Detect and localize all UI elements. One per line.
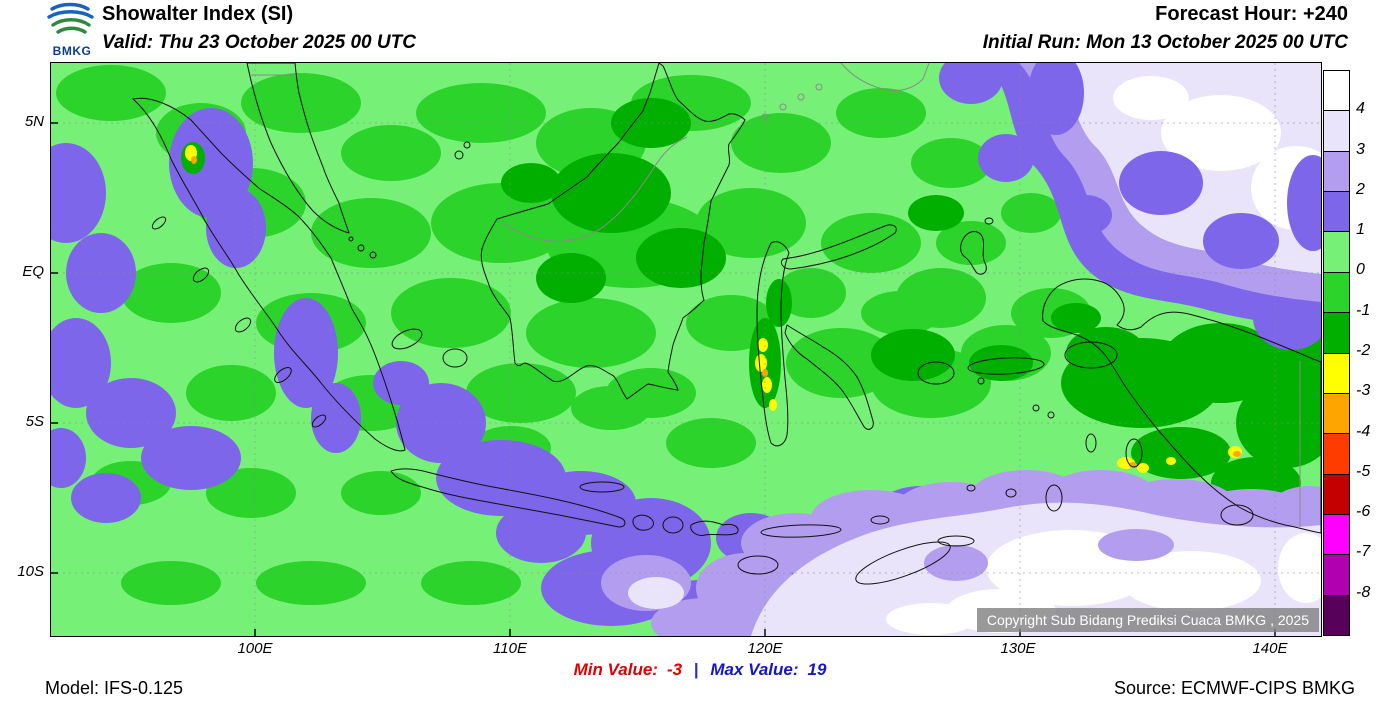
colorbar-segment	[1324, 392, 1349, 434]
colorbar-segment	[1324, 110, 1349, 151]
colorbar-tick-label: -1	[1356, 301, 1371, 319]
lon-label-110e: 110E	[493, 640, 527, 657]
map-frame: Copyright Sub Bidang Prediksi Cuaca BMKG…	[50, 62, 1322, 637]
colorbar-labels: 4 3 2 1 0 -1 -2 -3 -4 -5 -6 -7 -8	[1356, 70, 1398, 634]
colorbar-tick-label: 0	[1356, 261, 1365, 279]
colorbar-tick-label: -6	[1356, 503, 1371, 521]
colorbar-segment	[1324, 433, 1349, 474]
bmkg-logo-icon	[47, 2, 94, 34]
max-value: Max Value: 19	[710, 660, 827, 679]
source-label: Source: ECMWF-CIPS BMKG	[1113, 678, 1355, 698]
lat-label-5n: 5N	[24, 113, 44, 130]
colorbar-tick-label: -4	[1356, 422, 1371, 440]
colorbar-segment	[1324, 71, 1349, 111]
bmkg-logo: BMKG	[44, 2, 100, 60]
colorbar-segment	[1324, 513, 1349, 555]
initial-run-label: Initial Run: Mon 13 October 2025 00 UTC	[982, 32, 1348, 53]
lon-label-130e: 130E	[1000, 640, 1036, 657]
min-value: Min Value: -3	[573, 660, 683, 679]
colorbar-segment	[1324, 312, 1349, 353]
colorbar-tick-label: -8	[1356, 583, 1371, 601]
coastlines	[132, 63, 1321, 585]
lat-label-eq: EQ	[22, 263, 44, 280]
valid-time-label: Valid: Thu 23 October 2025 00 UTC	[102, 32, 416, 53]
colorbar-tick-label: -2	[1356, 342, 1371, 359]
model-label: Model: IFS-0.125	[45, 678, 184, 698]
colorbar-segment	[1324, 150, 1349, 192]
si-shading-green	[56, 65, 1091, 605]
si-shading-pale-field-ne	[939, 63, 1321, 329]
lon-label-100e: 100E	[237, 640, 273, 657]
page-title: Showalter Index (SI)	[102, 3, 294, 25]
colorbar-segment	[1324, 191, 1349, 232]
colorbar-tick-label: -5	[1356, 462, 1371, 480]
colorbar-tick-label: -7	[1356, 543, 1371, 561]
bmkg-logo-label: BMKG	[52, 44, 92, 58]
colorbar-segment	[1324, 594, 1349, 636]
lon-label-140e: 140E	[1252, 640, 1288, 657]
colorbar-segment	[1324, 231, 1349, 272]
lat-label-10s: 10S	[17, 563, 44, 580]
map-gridlines	[51, 63, 1321, 636]
lon-label-120e: 120E	[747, 640, 783, 657]
copyright-overlay: Copyright Sub Bidang Prediksi Cuaca BMKG…	[976, 608, 1319, 632]
colorbar-segment	[1324, 352, 1349, 393]
colorbar-swatches	[1323, 70, 1350, 636]
minmax-line: Min Value: -3 | Max Value: 19	[0, 660, 1400, 680]
si-shading-dark-green	[501, 98, 1321, 509]
indonesia-si-map	[51, 63, 1321, 636]
colorbar-segment	[1324, 554, 1349, 595]
colorbar-segment	[1324, 473, 1349, 514]
colorbar-tick-label: -3	[1356, 382, 1371, 400]
minmax-separator: |	[693, 660, 699, 679]
colorbar-tick-label: 4	[1356, 100, 1365, 118]
colorbar-tick-label: 1	[1356, 221, 1365, 239]
colorbar-segment	[1324, 271, 1349, 313]
si-shading-pale-field-se	[601, 470, 1321, 636]
forecast-hour-label: Forecast Hour: +240	[1155, 3, 1348, 25]
colorbar-tick-label: 3	[1356, 140, 1365, 158]
lat-label-5s: 5S	[25, 413, 44, 430]
country-borders	[250, 63, 1301, 527]
colorbar-tick-label: 2	[1356, 180, 1365, 198]
